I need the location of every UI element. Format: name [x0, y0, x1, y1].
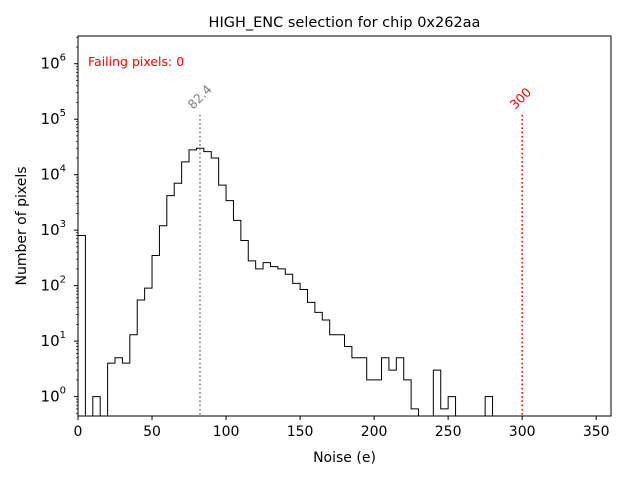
- x-tick-label: 200: [361, 424, 388, 440]
- plot-frame: [77, 35, 612, 417]
- x-axis-ticks: 0 50 100 150 200 250 300 350: [74, 416, 610, 440]
- y-tick-label: 102: [41, 275, 66, 295]
- x-tick-label: 250: [435, 424, 462, 440]
- histogram-bin: [78, 236, 85, 416]
- histogram-bin: [411, 409, 418, 416]
- x-tick-label: 350: [583, 424, 610, 440]
- histogram-bin: [374, 380, 381, 416]
- histogram-bin: [307, 302, 314, 416]
- histogram-bin: [145, 288, 152, 416]
- y-tick-label: 106: [41, 53, 66, 73]
- histogram-bin: [219, 185, 226, 416]
- x-axis-label: Noise (e): [313, 450, 376, 466]
- histogram-bin: [396, 358, 403, 416]
- histogram-bin: [485, 397, 492, 416]
- histogram-bin: [248, 261, 255, 416]
- histogram-bin: [115, 358, 122, 416]
- histogram-bin: [293, 283, 300, 416]
- histogram-bin: [300, 290, 307, 416]
- histogram-bin: [233, 220, 240, 416]
- histogram-bin: [345, 346, 352, 416]
- histogram-bin: [433, 370, 440, 416]
- x-tick-label: 300: [509, 424, 536, 440]
- histogram-bin: [122, 363, 129, 416]
- x-tick-label: 50: [143, 424, 161, 440]
- y-axis-label: Number of pixels: [14, 166, 30, 285]
- histogram-bin: [174, 183, 181, 416]
- y-tick-label: 101: [41, 330, 66, 350]
- histogram-bin: [256, 269, 263, 416]
- threshold-annotations: 82.4 300: [185, 82, 535, 416]
- x-tick-label: 100: [213, 424, 240, 440]
- histogram-bin: [315, 312, 322, 416]
- histogram-bin: [367, 380, 374, 416]
- x-tick-label: 150: [287, 424, 314, 440]
- histogram-bin: [352, 358, 359, 416]
- y-tick-label: 104: [41, 164, 66, 184]
- histogram-bin: [322, 320, 329, 416]
- histogram-bin: [337, 335, 344, 416]
- x-tick-label: 0: [74, 424, 83, 440]
- histogram-bin: [263, 263, 270, 416]
- histogram-bin: [130, 335, 137, 416]
- threshold-label: 82.4: [185, 82, 215, 112]
- y-tick-label: 105: [41, 108, 66, 128]
- histogram-outline: [77, 147, 500, 417]
- histogram-bin: [159, 226, 166, 416]
- histogram-bin: [189, 150, 196, 416]
- histogram-bin: [330, 335, 337, 416]
- chart-title: HIGH_ENC selection for chip 0x262aa: [209, 15, 481, 31]
- histogram-bin: [278, 269, 285, 416]
- histogram-bin: [382, 358, 389, 416]
- y-tick-label: 100: [41, 386, 66, 406]
- histogram-bin: [152, 255, 159, 416]
- histogram-bin: [270, 267, 277, 416]
- threshold-label: 300: [507, 84, 535, 112]
- histogram-bin: [108, 363, 115, 416]
- y-axis-ticks: 100 101 102 103 104 105 106: [41, 36, 78, 414]
- histogram-bin: [441, 409, 448, 416]
- histogram-bin: [241, 241, 248, 416]
- histogram-bin: [226, 201, 233, 416]
- histogram-bin: [204, 152, 211, 416]
- histogram-bin: [389, 370, 396, 416]
- histogram-bars: [77, 147, 500, 417]
- histogram-bin: [93, 397, 100, 416]
- y-tick-label: 103: [41, 219, 66, 239]
- histogram-bin: [359, 358, 366, 416]
- histogram-bin: [137, 300, 144, 416]
- histogram-bin: [167, 196, 174, 416]
- histogram-bin: [404, 380, 411, 416]
- histogram-bin: [211, 158, 218, 416]
- failing-pixels-text: Failing pixels: 0: [88, 54, 184, 69]
- histogram-bin: [448, 397, 455, 416]
- histogram-bin: [285, 274, 292, 416]
- histogram-bin: [182, 162, 189, 416]
